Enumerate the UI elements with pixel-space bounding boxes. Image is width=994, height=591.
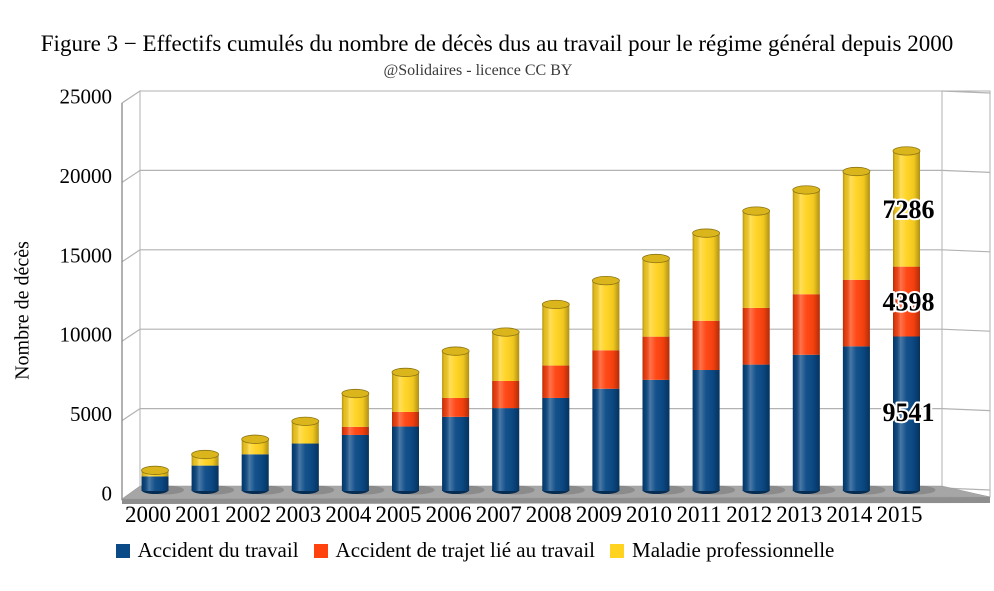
x-tick-label: 2000 xyxy=(125,502,171,527)
legend-swatch-icon xyxy=(313,543,328,558)
gridline-stub-left xyxy=(121,90,141,104)
floor-front xyxy=(122,497,990,504)
bar-sheen xyxy=(241,439,269,491)
gridline-stub-left xyxy=(121,249,141,263)
bar-sheen xyxy=(442,351,470,491)
gridline-stub-right xyxy=(941,249,991,253)
gridline-stub-right xyxy=(941,328,991,332)
bar-top-cap xyxy=(842,166,871,177)
legend-label: Accident du travail xyxy=(137,538,299,562)
y-tick-label: 25000 xyxy=(60,85,113,109)
bar-top-cap xyxy=(892,146,921,156)
bar-sheen xyxy=(341,393,369,491)
x-tick-label: 2011 xyxy=(677,502,722,527)
bar-top-cap xyxy=(441,346,470,356)
legend-swatch-icon xyxy=(115,543,130,558)
bar-sheen xyxy=(141,470,169,491)
annotation-label: 4398 xyxy=(883,288,935,317)
figure-subtitle: @Solidaires - licence CC BY xyxy=(383,62,573,79)
bar-top-cap xyxy=(241,434,270,444)
gridline-stub-right xyxy=(941,90,991,94)
gridline-stub-left xyxy=(121,408,141,422)
y-tick-label: 0 xyxy=(102,482,113,506)
x-tick-label: 2007 xyxy=(476,502,522,527)
legend-item-2: Maladie professionnelle xyxy=(610,538,834,563)
bar-sheen xyxy=(492,332,520,491)
bar-sheen xyxy=(592,280,620,491)
bars xyxy=(141,146,936,495)
y-tick-label: 20000 xyxy=(60,164,113,188)
bar-sheen xyxy=(291,421,319,491)
x-tick-labels: 2000 2001 2002 2003 2004 2005 2006 2007 2008 2009… xyxy=(125,502,923,527)
legend-swatch-icon xyxy=(610,543,625,558)
legend: Accident du travail Accident de trajet li… xyxy=(0,538,994,563)
y-tick-label: 15000 xyxy=(60,243,113,267)
bar-sheen xyxy=(842,171,870,491)
annotation-label: 7286 xyxy=(883,195,935,224)
bar-top-cap xyxy=(341,388,370,399)
bar-sheen xyxy=(742,211,770,491)
x-tick-label: 2003 xyxy=(275,502,321,527)
bar-top-cap xyxy=(191,449,220,460)
x-tick-label: 2002 xyxy=(225,502,271,527)
bar-sheen xyxy=(542,304,570,491)
bar-top-cap xyxy=(642,253,670,264)
gridline-stub-right xyxy=(941,408,991,412)
legend-label: Accident de trajet lié au travail xyxy=(335,538,596,562)
x-tick-label: 2001 xyxy=(175,502,221,527)
bar-sheen xyxy=(792,189,820,491)
bar-top-cap xyxy=(541,299,570,310)
y-tick-label: 10000 xyxy=(60,323,113,347)
bar-sheen xyxy=(642,258,670,491)
gridline-stub-left xyxy=(121,328,141,342)
bar-sheen xyxy=(191,454,219,491)
y-tick-labels: 0 5000 10000 15000 20000 25000 xyxy=(60,85,113,506)
annotation-label: 9541 xyxy=(883,398,935,427)
legend-label: Maladie professionnelle xyxy=(632,538,835,562)
bar-sheen xyxy=(692,233,720,491)
bar-top-cap xyxy=(491,327,520,337)
x-tick-label: 2008 xyxy=(526,502,572,527)
y-axis-title: Nombre de décès xyxy=(11,241,34,380)
y-tick-label: 5000 xyxy=(70,402,112,426)
x-tick-label: 2006 xyxy=(426,502,472,527)
bar-top-cap xyxy=(141,465,169,475)
x-tick-label: 2013 xyxy=(776,502,822,527)
x-tick-label: 2014 xyxy=(826,502,873,527)
x-tick-label: 2009 xyxy=(576,502,622,527)
x-tick-label: 2012 xyxy=(726,502,772,527)
right-wall xyxy=(941,90,991,498)
legend-item-0: Accident du travail xyxy=(115,538,299,563)
x-tick-label: 2010 xyxy=(626,502,672,527)
gridline-stub-left xyxy=(121,169,141,183)
x-tick-label: 2005 xyxy=(376,502,422,527)
figure-title: Figure 3 − Effectifs cumulés du nombre d… xyxy=(40,31,954,56)
bar-top-cap xyxy=(391,367,420,377)
x-tick-label: 2015 xyxy=(877,502,923,527)
bar-top-cap xyxy=(692,228,720,238)
left-wall xyxy=(121,90,141,501)
bar-sheen xyxy=(893,150,920,491)
x-tick-label: 2004 xyxy=(325,502,372,527)
bar-top-cap xyxy=(792,185,821,195)
bar-top-cap xyxy=(592,276,620,286)
legend-item-1: Accident de trajet lié au travail xyxy=(313,538,596,563)
gridline-stub-right xyxy=(941,169,991,173)
back-wall xyxy=(139,90,943,489)
bar-sheen xyxy=(392,372,419,491)
bar-top-cap xyxy=(291,416,320,426)
bar-top-cap xyxy=(742,206,771,216)
legend-items: Accident du travail Accident de trajet li… xyxy=(115,538,834,563)
